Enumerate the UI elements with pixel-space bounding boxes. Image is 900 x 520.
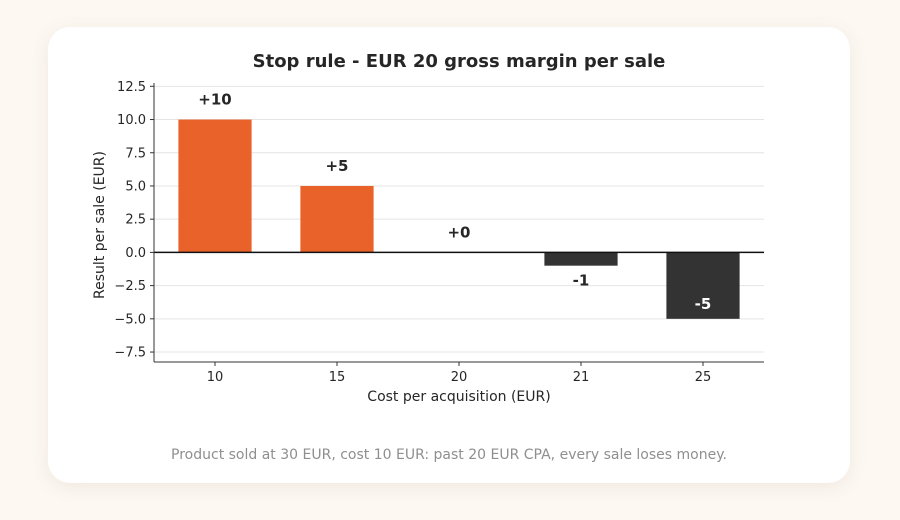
x-tick-label: 10 xyxy=(207,370,224,385)
x-tick-label: 20 xyxy=(451,370,468,385)
bar xyxy=(666,252,740,319)
bar xyxy=(178,119,252,253)
data-label: -5 xyxy=(695,295,712,313)
data-label: +0 xyxy=(447,223,470,241)
x-tick-label: 25 xyxy=(695,370,712,385)
y-tick-label: 5.0 xyxy=(125,179,146,194)
x-tick-label: 21 xyxy=(573,370,590,385)
chart-title: Stop rule - EUR 20 gross margin per sale xyxy=(253,51,666,72)
y-tick-label: −7.5 xyxy=(114,346,146,361)
data-label: +10 xyxy=(198,91,231,109)
y-axis-label: Result per sale (EUR) xyxy=(92,151,108,299)
y-axis-ticks: 12.5 10.0 7.5 5.0 2.5 0.0 −2.5 −5.0 −7.5 xyxy=(114,80,154,361)
y-tick-label: 10.0 xyxy=(117,113,146,128)
y-tick-label: −2.5 xyxy=(114,279,146,294)
x-axis-label: Cost per acquisition (EUR) xyxy=(367,389,550,405)
bar xyxy=(544,252,618,266)
y-tick-label: 7.5 xyxy=(125,146,146,161)
y-tick-label: 2.5 xyxy=(125,213,146,228)
y-tick-label: 12.5 xyxy=(117,80,146,95)
data-label: -1 xyxy=(573,272,590,290)
data-label: +5 xyxy=(325,157,348,175)
y-tick-label: −5.0 xyxy=(114,312,146,327)
data-labels: +10 +5 +0 -1 -5 xyxy=(198,91,711,313)
chart-caption: Product sold at 30 EUR, cost 10 EUR: pas… xyxy=(171,447,727,463)
bar xyxy=(300,185,374,253)
x-axis-ticks: 10 15 20 21 25 xyxy=(207,362,712,385)
bars xyxy=(178,119,740,319)
y-tick-label: 0.0 xyxy=(125,246,146,261)
x-tick-label: 15 xyxy=(329,370,346,385)
